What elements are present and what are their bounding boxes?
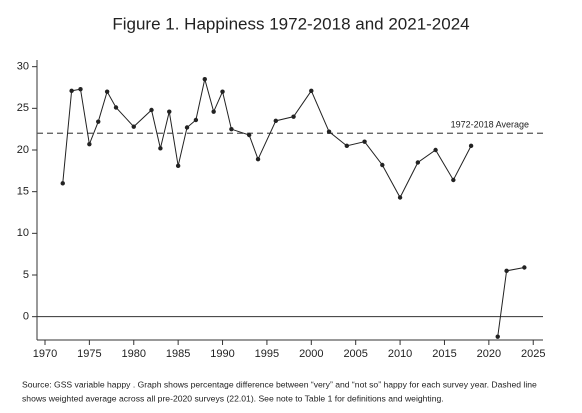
- x-tick-label: 1975: [77, 348, 101, 360]
- note: Source: GSS variable happy . Graph shows…: [22, 379, 537, 389]
- point: [60, 181, 65, 186]
- x-tick-label: 1990: [210, 348, 234, 360]
- point: [78, 86, 83, 92]
- x-tick-label: 1980: [122, 348, 146, 360]
- point: [202, 76, 207, 82]
- y-tick-label: 25: [17, 102, 29, 114]
- point: [273, 118, 278, 124]
- point: [255, 156, 261, 162]
- point: [104, 89, 110, 94]
- point: [158, 146, 163, 151]
- y-tick-label: 20: [17, 144, 29, 156]
- point: [184, 125, 190, 130]
- point: [193, 117, 199, 123]
- point: [131, 124, 136, 129]
- x-tick-label: 2010: [388, 348, 412, 360]
- x-tick-label: 2005: [343, 348, 367, 360]
- point: [175, 163, 181, 169]
- point: [380, 162, 385, 168]
- point: [451, 177, 456, 183]
- x-tick-label: 2025: [521, 348, 545, 360]
- point: [362, 139, 367, 144]
- point: [495, 334, 500, 339]
- y-tick-label: 5: [23, 269, 29, 281]
- y-tick-label: 30: [17, 61, 29, 73]
- x-tick-label: 1995: [255, 348, 279, 360]
- point: [211, 109, 216, 114]
- point: [433, 147, 438, 153]
- y-tick-label: 15: [17, 186, 29, 198]
- x-tick-label: 2000: [299, 348, 323, 360]
- x-tick-label: 1970: [33, 348, 57, 360]
- y-tick-label: 10: [17, 227, 29, 239]
- point: [229, 126, 234, 132]
- chart-title: Figure 1. Happiness 1972-2018 and 2021-2…: [112, 14, 469, 33]
- point: [246, 132, 252, 138]
- x-tick-label: 2020: [477, 348, 501, 360]
- point: [468, 143, 474, 149]
- y-tick-label: 0: [23, 311, 29, 323]
- point: [149, 107, 154, 113]
- note: shows weighted average across all pre-20…: [22, 393, 444, 403]
- point: [415, 160, 421, 165]
- point: [309, 88, 314, 94]
- point: [504, 268, 509, 274]
- point: [291, 114, 296, 119]
- point: [69, 88, 74, 94]
- point: [96, 119, 101, 124]
- point: [87, 141, 92, 147]
- x-tick-label: 2015: [432, 348, 456, 360]
- point: [326, 129, 332, 134]
- x-tick-label: 1985: [166, 348, 190, 360]
- point: [397, 195, 403, 200]
- point: [167, 109, 172, 114]
- point: [522, 265, 527, 270]
- reference-label: 1972-2018 Average: [451, 120, 529, 130]
- point: [220, 89, 225, 94]
- point: [344, 143, 350, 149]
- point: [113, 105, 119, 110]
